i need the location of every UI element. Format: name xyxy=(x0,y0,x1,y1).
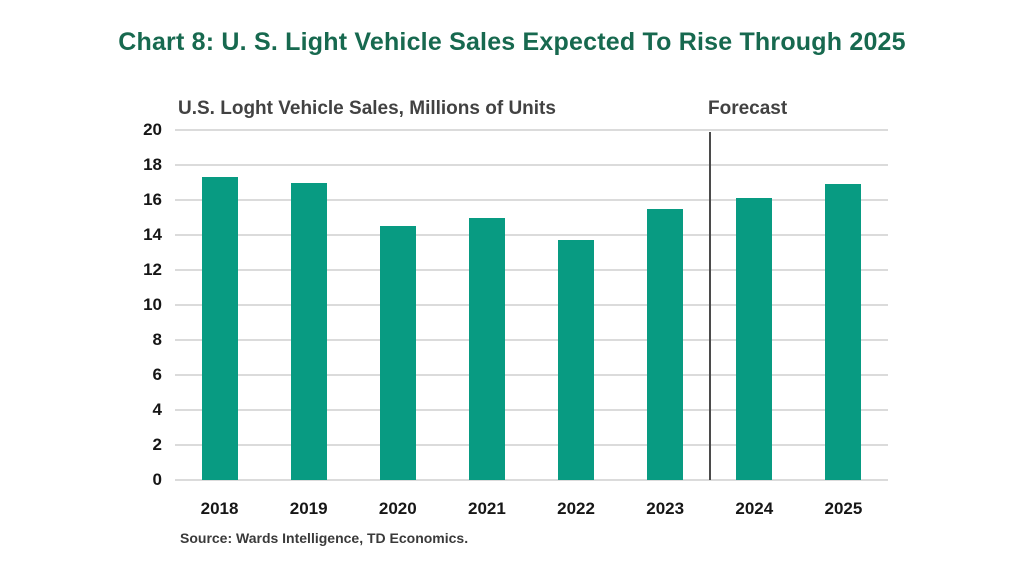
bar-2023 xyxy=(647,208,684,480)
y-tick-label-20: 20 xyxy=(143,120,162,139)
y-tick-label-18: 18 xyxy=(143,155,162,174)
x-tick-label-2022: 2022 xyxy=(557,499,595,518)
bar-band-2020 xyxy=(353,130,442,480)
bar-2024 xyxy=(736,198,773,480)
x-tick-label-2023: 2023 xyxy=(646,499,685,518)
grid-layer xyxy=(175,129,888,481)
bar-band-2024 xyxy=(710,130,799,480)
x-tick-label-2024: 2024 xyxy=(735,499,774,518)
gridline-12 xyxy=(175,269,888,271)
bar-band-2022 xyxy=(532,130,621,480)
x-tick-label-2025: 2025 xyxy=(824,499,863,518)
chart-subtitle: U.S. Loght Vehicle Sales, Millions of Un… xyxy=(178,98,556,119)
y-tick-label-8: 8 xyxy=(152,330,162,349)
gridline-0 xyxy=(175,479,888,481)
y-axis: 0 2 4 6 8 10 12 14 16 18 20 xyxy=(118,121,162,489)
gridline-18 xyxy=(175,164,888,166)
forecast-divider-line xyxy=(708,132,711,480)
bar-band-2018 xyxy=(175,130,264,480)
chart-heading: Chart 8: U. S. Light Vehicle Sales Expec… xyxy=(118,28,906,56)
bar-2019 xyxy=(290,182,327,480)
gridline-4 xyxy=(175,409,888,411)
bar-2020 xyxy=(379,226,416,480)
y-tick-label-14: 14 xyxy=(143,225,162,244)
bar-band-2021 xyxy=(442,130,531,480)
bar-2021 xyxy=(468,217,505,480)
bar-band-2023 xyxy=(621,130,710,480)
bar-band-2025 xyxy=(799,130,888,480)
bar-band-2019 xyxy=(264,130,353,480)
bar-2022 xyxy=(558,240,595,480)
y-tick-label-16: 16 xyxy=(143,190,162,209)
bar-2025 xyxy=(825,184,862,480)
y-tick-label-0: 0 xyxy=(152,470,162,489)
y-tick-label-10: 10 xyxy=(143,295,162,314)
y-tick-label-12: 12 xyxy=(143,260,162,279)
plot-area xyxy=(175,129,888,481)
x-axis: 2018 2019 2020 2021 2022 2023 2024 2025 xyxy=(175,499,888,519)
y-tick-label-6: 6 xyxy=(152,365,162,384)
gridline-20 xyxy=(175,129,888,131)
y-tick-label-2: 2 xyxy=(152,435,162,454)
gridline-6 xyxy=(175,374,888,376)
gridline-8 xyxy=(175,339,888,341)
gridline-14 xyxy=(175,234,888,236)
x-tick-label-2018: 2018 xyxy=(200,499,239,518)
gridline-16 xyxy=(175,199,888,201)
bar-2018 xyxy=(201,177,238,480)
x-tick-label-2019: 2019 xyxy=(289,499,328,518)
x-tick-label-2020: 2020 xyxy=(378,499,417,518)
y-tick-label-4: 4 xyxy=(152,400,162,419)
x-tick-label-2021: 2021 xyxy=(468,499,506,518)
bars xyxy=(175,130,888,480)
source-note: Source: Wards Intelligence, TD Economics… xyxy=(180,530,469,546)
forecast-label: Forecast xyxy=(708,98,788,119)
gridline-2 xyxy=(175,444,888,446)
gridline-10 xyxy=(175,304,888,306)
